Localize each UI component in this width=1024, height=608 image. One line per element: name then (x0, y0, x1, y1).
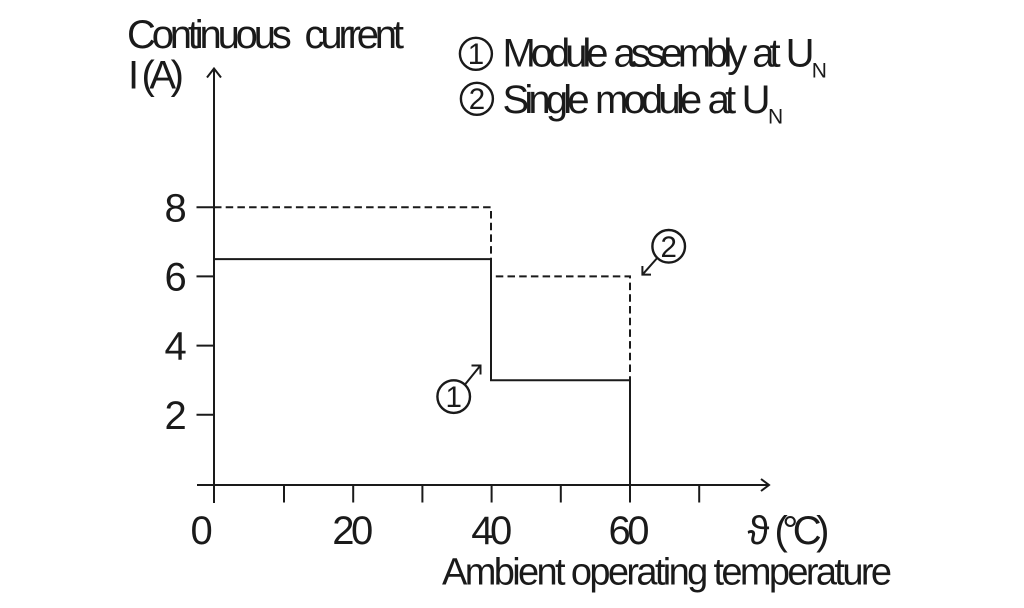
svg-text:2: 2 (165, 394, 187, 438)
svg-text:Continuous current: Continuous current (127, 13, 404, 57)
svg-text:N: N (768, 105, 783, 128)
svg-text:1: 1 (445, 381, 461, 414)
svg-text:1: 1 (468, 38, 484, 71)
svg-text:0: 0 (190, 509, 212, 553)
svg-text:6: 6 (165, 256, 187, 300)
svg-text:I (A): I (A) (128, 54, 184, 98)
svg-text:ϑ (°C): ϑ (°C) (748, 509, 830, 553)
svg-text:N: N (812, 60, 827, 83)
svg-text:Ambient operating temperature: Ambient operating temperature (442, 551, 892, 593)
svg-text:20: 20 (332, 509, 373, 553)
svg-text:60: 60 (609, 509, 650, 553)
svg-text:2: 2 (660, 231, 676, 264)
svg-text:8: 8 (165, 186, 187, 230)
svg-text:40: 40 (471, 509, 512, 553)
svg-text:Module assembly at U: Module assembly at U (503, 32, 815, 76)
svg-text:2: 2 (469, 83, 485, 116)
svg-text:4: 4 (165, 325, 187, 369)
svg-text:Single module at U: Single module at U (503, 78, 771, 122)
